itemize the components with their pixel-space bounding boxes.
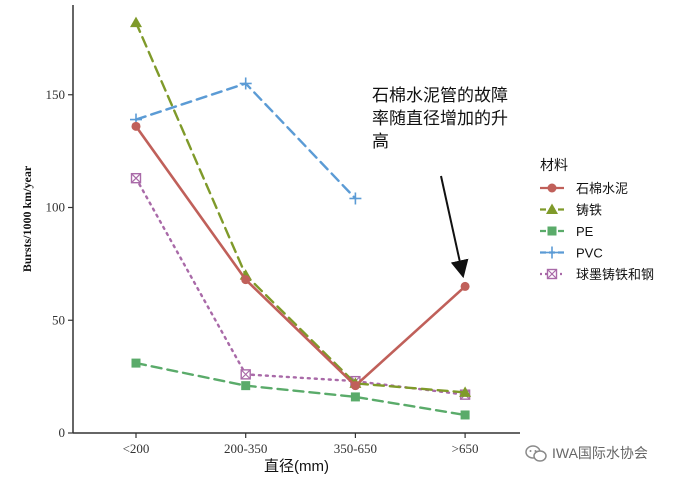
legend-item: 铸铁 <box>540 203 602 218</box>
legend-label: PE <box>576 224 594 239</box>
x-axis-title: 直径(mm) <box>264 458 329 475</box>
x-tick-label: 200-350 <box>224 441 267 456</box>
legend-label: 球墨铸铁和钢 <box>576 267 654 282</box>
legend-label: 铸铁 <box>576 203 602 218</box>
series-0-point <box>241 275 251 285</box>
legend-swatch-marker <box>546 203 558 214</box>
series-3 <box>130 77 362 205</box>
series-2-point <box>131 358 141 368</box>
legend-item: PVC <box>540 246 603 261</box>
series-2-point <box>460 410 470 420</box>
y-tick-label: 100 <box>46 200 66 215</box>
series-0-line <box>134 125 467 388</box>
annotation-line-1: 石棉水泥管的故障 <box>372 86 508 105</box>
legend-swatch-marker <box>546 268 558 280</box>
annotation-line-3: 高 <box>372 132 389 151</box>
x-tick-label: 350-650 <box>334 441 377 456</box>
series-4 <box>130 172 471 400</box>
axes: 0 50 100 150 <200 200-350 350-650 >650 Bursts/10… <box>20 5 520 475</box>
series-2 <box>131 358 470 420</box>
series-0-point <box>131 121 141 131</box>
legend-item: PE <box>540 224 594 239</box>
legend-title: 材料 <box>540 157 568 173</box>
legend-swatch-marker <box>546 246 558 259</box>
legend-item: 石棉水泥 <box>540 181 628 196</box>
legend-item: 球墨铸铁和钢 <box>540 267 654 282</box>
series-1 <box>130 16 472 397</box>
wechat-icon <box>525 445 547 462</box>
series-layer <box>130 16 472 420</box>
y-tick-label: 150 <box>46 87 66 102</box>
series-2-point <box>241 381 251 391</box>
y-tick-label: 50 <box>52 312 65 327</box>
series-4-point <box>240 369 251 380</box>
legend-label: 石棉水泥 <box>576 181 628 196</box>
legend-swatch-marker <box>547 183 557 193</box>
legend-swatch-marker <box>547 226 557 236</box>
series-2-point <box>350 392 360 402</box>
series-3-point <box>349 192 362 205</box>
series-0 <box>131 121 470 391</box>
y-tick-label: 0 <box>59 425 66 440</box>
annotation-line-2: 率随直径增加的升 <box>372 109 508 128</box>
x-tick-label: >650 <box>452 441 479 456</box>
series-1-line <box>134 21 467 394</box>
legend-label: PVC <box>576 246 603 261</box>
x-tick-label: <200 <box>123 441 150 456</box>
series-1-point <box>459 386 472 397</box>
series-4-point <box>130 172 142 184</box>
series-0-point <box>460 281 470 291</box>
series-1-point <box>130 16 142 28</box>
annotation-arrow <box>440 175 469 279</box>
series-4-line <box>134 176 467 396</box>
watermark: IWA国际水协会 <box>525 445 648 462</box>
series-2-line <box>134 361 467 417</box>
annotation: 石棉水泥管的故障 率随直径增加的升 高 <box>372 86 508 279</box>
series-0-point <box>350 381 360 391</box>
series-3-point <box>239 77 252 90</box>
y-axis-title: Bursts/1000 km/year <box>20 165 34 272</box>
watermark-text: IWA国际水协会 <box>552 445 648 461</box>
